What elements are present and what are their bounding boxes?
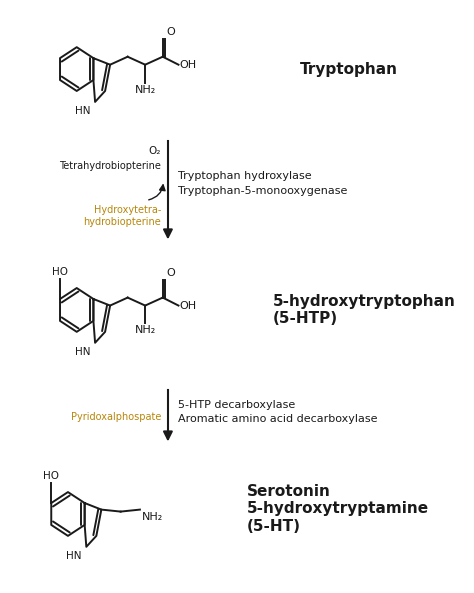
Text: Tryptophan: Tryptophan	[300, 62, 397, 76]
Text: O: O	[166, 267, 175, 278]
Text: OH: OH	[179, 60, 197, 70]
Text: NH₂: NH₂	[135, 85, 156, 95]
Text: Hydroxytetra-
hydrobiopterine: Hydroxytetra- hydrobiopterine	[83, 205, 161, 227]
Text: OH: OH	[179, 301, 197, 311]
Text: HN: HN	[75, 106, 91, 116]
Text: HN: HN	[75, 347, 91, 357]
Text: Pyridoxalphospate: Pyridoxalphospate	[71, 412, 161, 422]
Text: 5-HTP decarboxylase
Aromatic amino acid decarboxylase: 5-HTP decarboxylase Aromatic amino acid …	[178, 400, 378, 425]
Text: Tryptophan hydroxylase
Tryptophan-5-monooxygenase: Tryptophan hydroxylase Tryptophan-5-mono…	[178, 171, 348, 196]
Text: Tetrahydrobiopterine: Tetrahydrobiopterine	[59, 161, 161, 171]
Text: HO: HO	[52, 267, 68, 277]
Text: O: O	[166, 27, 175, 37]
Text: HO: HO	[43, 471, 59, 481]
Text: 5-hydroxytryptophan
(5-HTP): 5-hydroxytryptophan (5-HTP)	[273, 294, 456, 326]
Text: Serotonin
5-hydroxytryptamine
(5-HT): Serotonin 5-hydroxytryptamine (5-HT)	[247, 484, 429, 534]
Text: HN: HN	[66, 551, 82, 561]
Text: O₂: O₂	[148, 146, 161, 156]
Text: NH₂: NH₂	[142, 512, 163, 522]
Text: NH₂: NH₂	[135, 326, 156, 336]
